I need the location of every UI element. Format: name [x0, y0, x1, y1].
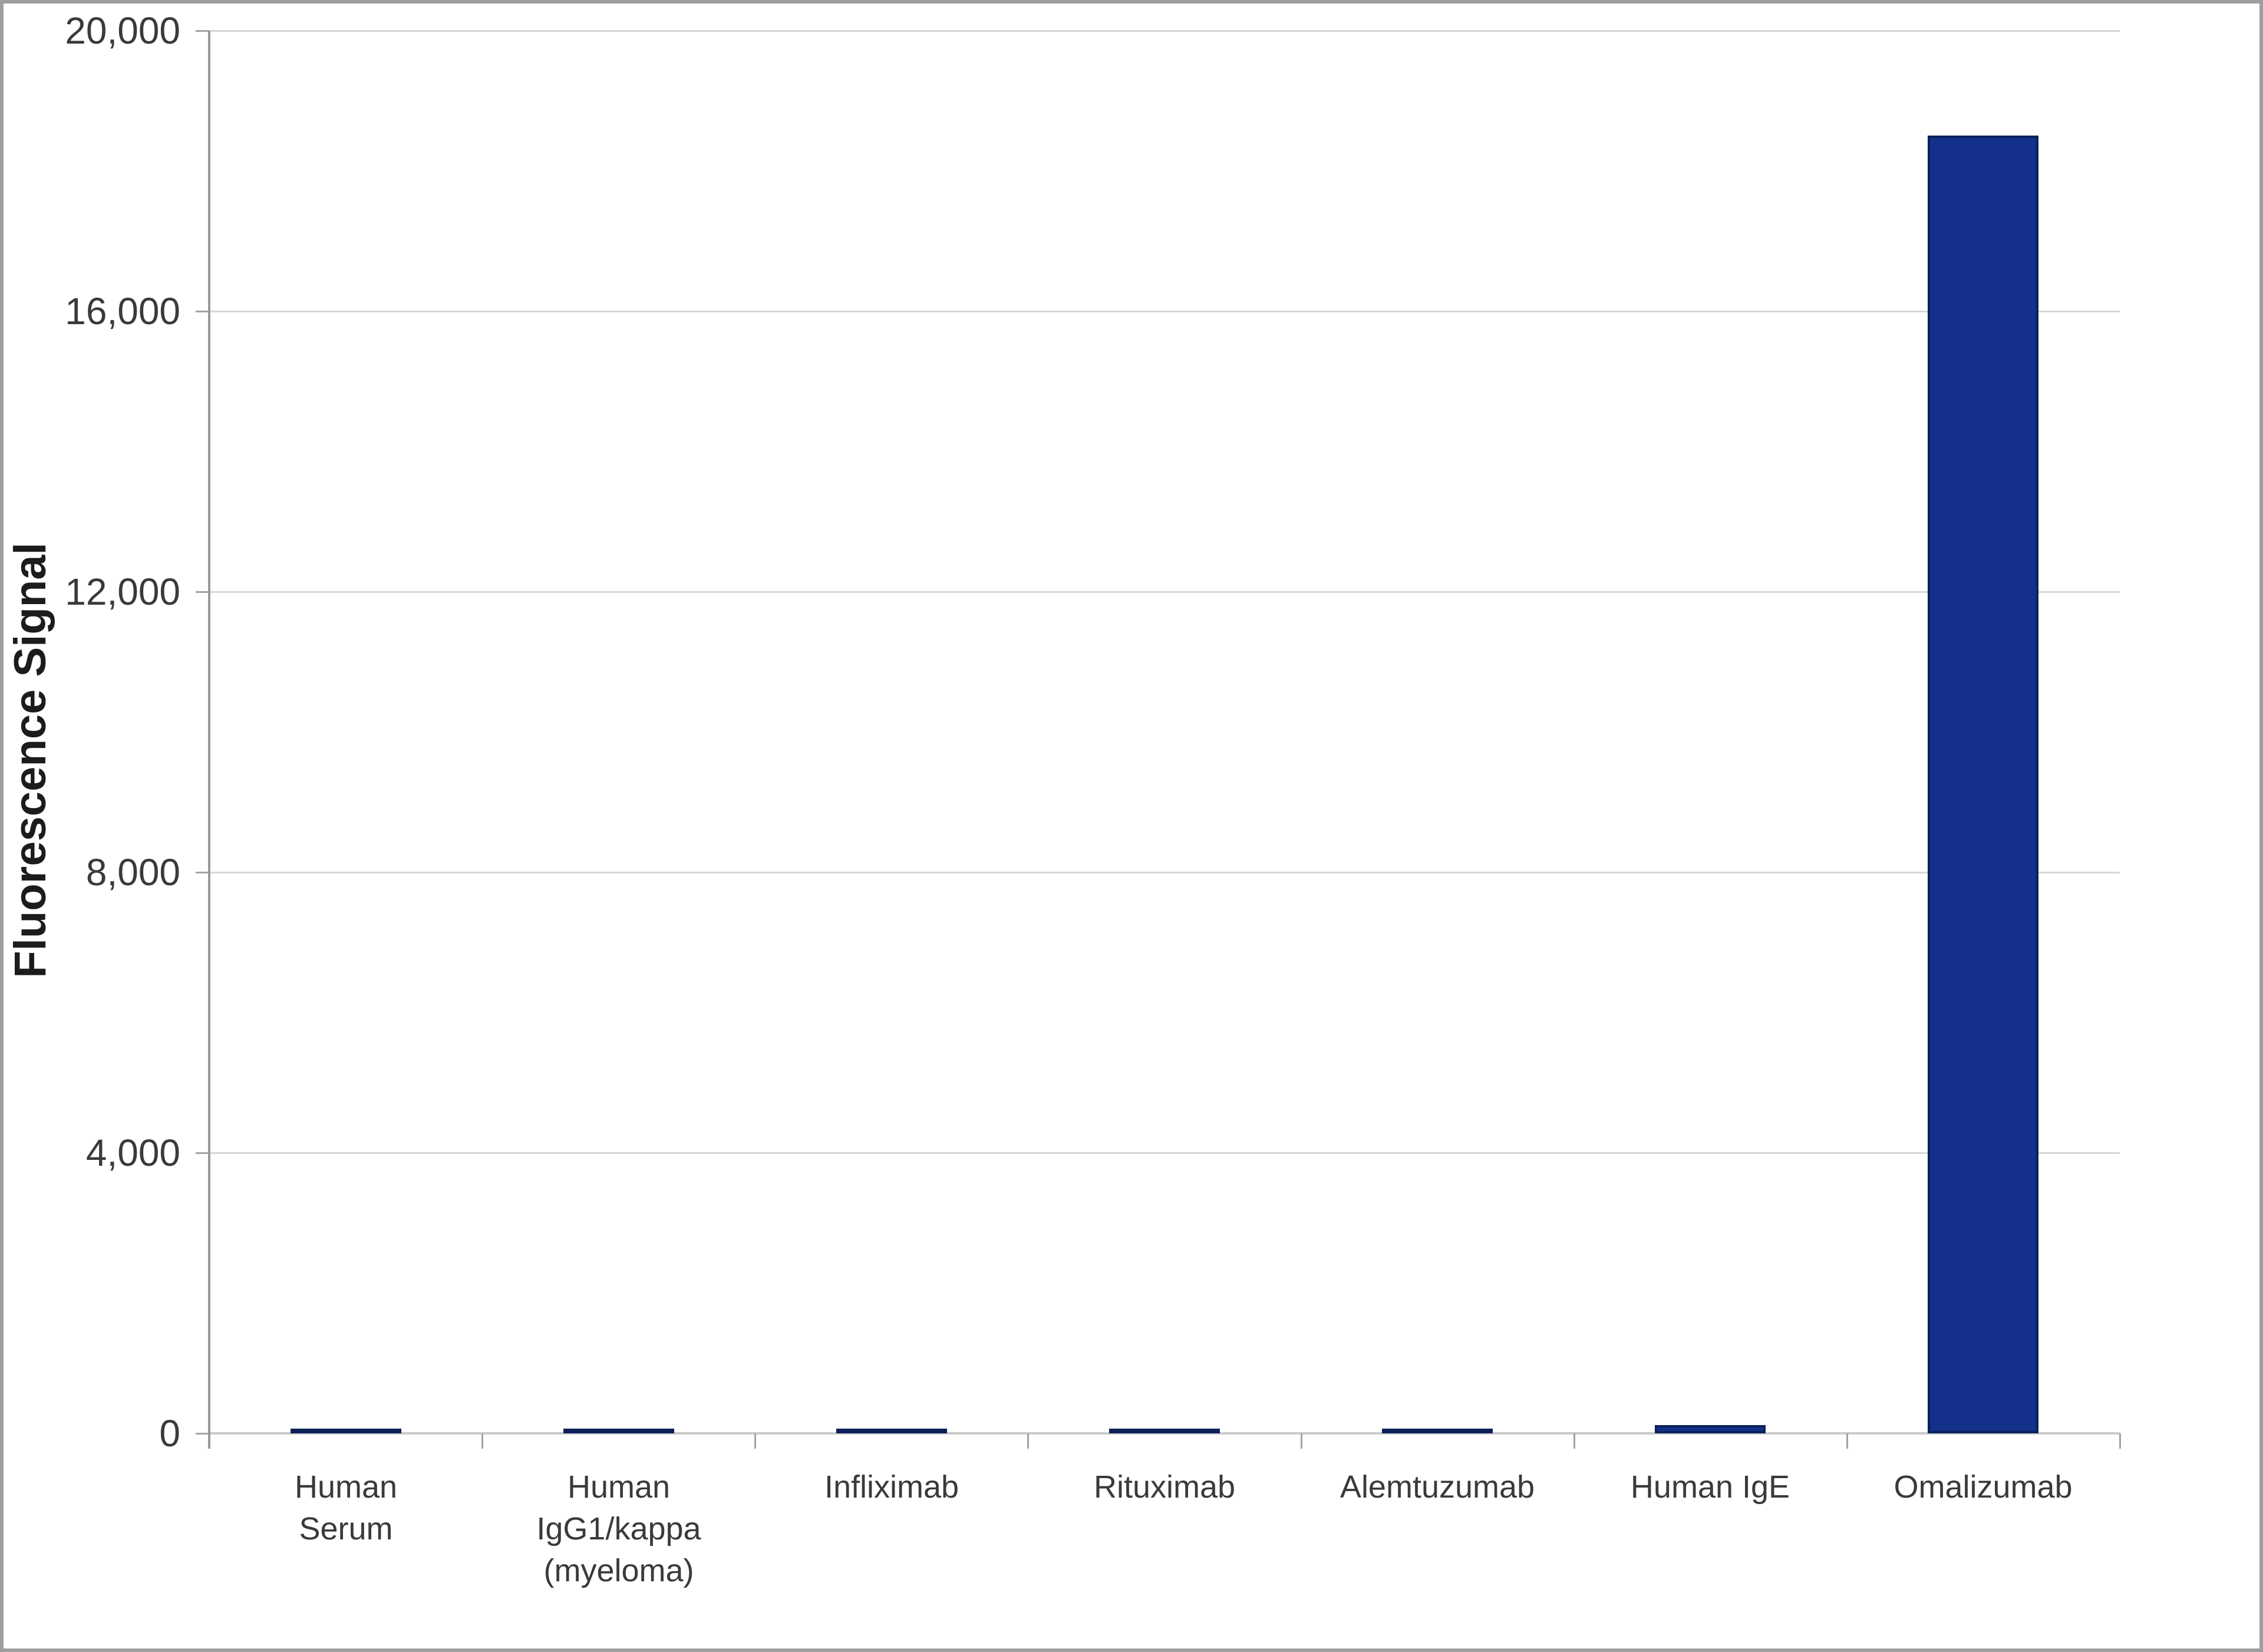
category-label: Human IgG1/kappa (myeloma) — [536, 1469, 701, 1588]
bar-omalizumab — [1928, 136, 2038, 1433]
bar-human-serum — [291, 1429, 401, 1433]
bar-infliximab — [836, 1429, 947, 1433]
category-label: Infliximab — [824, 1469, 959, 1505]
bar-alemtuzumab — [1382, 1429, 1493, 1433]
category-label: Human Serum — [294, 1469, 398, 1547]
y-axis-title: Fluorescence Signal — [5, 542, 55, 978]
y-tick-label: 16,000 — [65, 290, 180, 332]
y-axis-tick — [196, 591, 209, 593]
x-axis-tick — [481, 1433, 483, 1449]
y-tick-label: 8,000 — [85, 851, 180, 893]
category-label: Omalizumab — [1893, 1469, 2073, 1505]
gridline — [209, 30, 2120, 32]
category-label: Alemtuzumab — [1340, 1469, 1535, 1505]
category-label: Rituximab — [1093, 1469, 1236, 1505]
bar-rituximab — [1109, 1429, 1220, 1433]
gridline — [209, 311, 2120, 312]
y-axis-tick — [196, 30, 209, 32]
y-tick-label: 20,000 — [65, 9, 180, 52]
gridline — [209, 591, 2120, 593]
bar-human-ige — [1655, 1425, 1766, 1433]
x-axis-tick — [1027, 1433, 1029, 1449]
gridline — [209, 1152, 2120, 1154]
bar-human-igg1-kappa-myeloma- — [563, 1429, 674, 1433]
y-tick-label: 12,000 — [65, 571, 180, 613]
gridline — [209, 872, 2120, 873]
y-axis-tick — [196, 872, 209, 873]
x-axis-tick — [2119, 1433, 2121, 1449]
y-tick-label: 4,000 — [85, 1132, 180, 1174]
x-axis-tick — [1573, 1433, 1575, 1449]
y-axis-tick — [196, 1152, 209, 1154]
y-axis-tick — [196, 311, 209, 312]
y-tick-label: 0 — [159, 1412, 180, 1455]
x-axis-tick — [1846, 1433, 1848, 1449]
y-axis-tick — [196, 1433, 209, 1435]
x-axis-tick — [754, 1433, 756, 1449]
category-label: Human IgE — [1630, 1469, 1790, 1505]
y-axis-line — [208, 31, 210, 1449]
x-axis-tick — [1301, 1433, 1302, 1449]
x-axis-baseline — [209, 1432, 2120, 1435]
